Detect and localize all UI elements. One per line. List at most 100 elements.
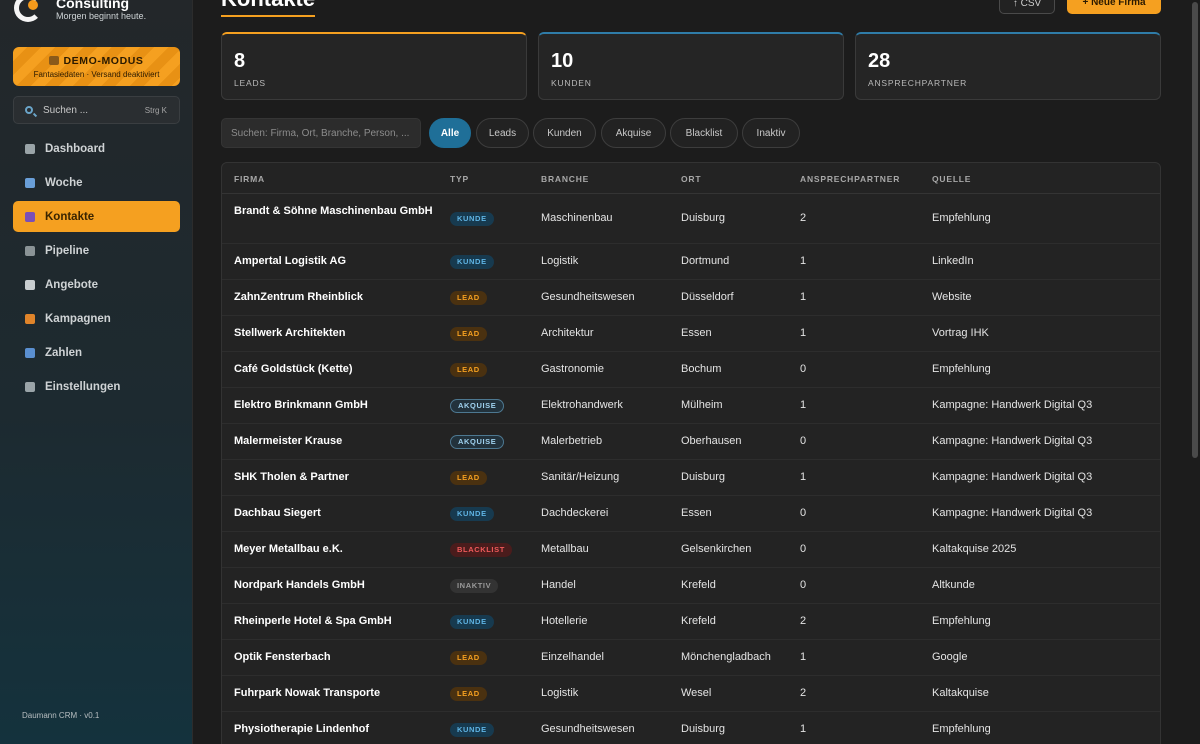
column-header-branche[interactable]: BRANCHE xyxy=(541,174,590,184)
column-header-typ[interactable]: TYP xyxy=(450,174,469,184)
industry: Metallbau xyxy=(541,543,589,555)
filter-chip-akquise[interactable]: Akquise xyxy=(601,118,666,148)
megaphone-icon xyxy=(25,314,35,324)
type-badge: KUNDE xyxy=(450,212,494,226)
table-row[interactable]: Physiotherapie Lindenhof KUNDE Gesundheits… xyxy=(222,712,1160,744)
city: Krefeld xyxy=(681,615,716,627)
table-row[interactable]: Optik Fensterbach LEAD Einzelhandel Mönchen… xyxy=(222,640,1160,676)
type-badge: KUNDE xyxy=(450,723,494,737)
industry: Handel xyxy=(541,579,576,591)
column-header-ansprechpartner[interactable]: ANSPRECHPARTNER xyxy=(800,174,901,184)
demo-mode-title: DEMO-MODUS xyxy=(13,55,180,67)
pipeline-icon xyxy=(25,246,35,256)
sidebar-nav: Dashboard Woche Kontakte Pipeline Angebote Ka… xyxy=(13,133,180,405)
sidebar-item-label: Zahlen xyxy=(45,347,83,359)
table-row[interactable]: ZahnZentrum Rheinblick LEAD Gesundheitswes… xyxy=(222,280,1160,316)
table-row[interactable]: Nordpark Handels GmbH INAKTIV Handel Krefel… xyxy=(222,568,1160,604)
source: LinkedIn xyxy=(932,255,974,267)
industry: Malerbetrieb xyxy=(541,435,603,447)
sidebar-item-label: Kontakte xyxy=(45,211,95,223)
table-row[interactable]: Rheinperle Hotel & Spa GmbH KUNDE Hoteller… xyxy=(222,604,1160,640)
stat-label: LEADS xyxy=(234,78,266,88)
column-header-firma[interactable]: FIRMA xyxy=(234,174,265,184)
source: Google xyxy=(932,651,968,663)
type-badge: AKQUISE xyxy=(450,435,505,449)
city: Duisburg xyxy=(681,723,726,735)
source: Kaltakquise 2025 xyxy=(932,543,1017,555)
company-name: Ampertal Logistik AG xyxy=(234,255,347,267)
demo-mode-subtitle: Fantasiedaten · Versand deaktiviert xyxy=(33,70,160,79)
city: Mönchengladbach xyxy=(681,651,771,663)
sidebar-item-dashboard[interactable]: Dashboard xyxy=(13,133,180,164)
stat-value: 10 xyxy=(551,50,574,72)
filter-chip-alle[interactable]: Alle xyxy=(429,118,471,148)
company-name: Stellwerk Architekten xyxy=(234,327,346,339)
sidebar-item-kontakte[interactable]: Kontakte xyxy=(13,201,180,232)
sidebar: Consulting Morgen beginnt heute. DEMO-MO… xyxy=(0,0,193,744)
calendar-icon xyxy=(25,178,35,188)
sidebar-item-label: Woche xyxy=(45,177,83,189)
contact-count: 0 xyxy=(800,543,807,555)
filter-chip-kunden[interactable]: Kunden xyxy=(533,118,596,148)
company-name: Physiotherapie Lindenhof xyxy=(234,723,370,735)
contact-count: 1 xyxy=(800,651,807,663)
company-name: ZahnZentrum Rheinblick xyxy=(234,291,363,303)
sidebar-item-kampagnen[interactable]: Kampagnen xyxy=(13,303,180,334)
contact-count: 1 xyxy=(800,723,807,735)
filter-chip-inaktiv[interactable]: Inaktiv xyxy=(742,118,800,148)
industry: Logistik xyxy=(541,255,579,267)
sidebar-item-label: Angebote xyxy=(45,279,99,291)
table-row[interactable]: Fuhrpark Nowak Transporte LEAD Logistik Wes… xyxy=(222,676,1160,712)
csv-export-button[interactable]: ↑ CSV xyxy=(999,0,1055,14)
table-row[interactable]: Brandt & Söhne Maschinenbau GmbH KUNDE Mas… xyxy=(222,194,1160,244)
table-row[interactable]: Malermeister Krause AKQUISE Malerbetrieb Ob… xyxy=(222,424,1160,460)
city: Oberhausen xyxy=(681,435,742,447)
stat-card-leads: 8 LEADS xyxy=(221,32,527,100)
search-icon xyxy=(25,106,33,114)
sidebar-search-button[interactable]: Suchen ... Strg K xyxy=(13,96,180,124)
type-badge: KUNDE xyxy=(450,507,494,521)
table-row[interactable]: SHK Tholen & Partner LEAD Sanitär/Heizung D… xyxy=(222,460,1160,496)
app-version: Daumann CRM · v0.1 xyxy=(22,711,100,720)
type-badge: INAKTIV xyxy=(450,579,499,593)
page-scrollbar[interactable] xyxy=(1190,0,1200,744)
city: Gelsenkirchen xyxy=(681,543,752,555)
city: Dortmund xyxy=(681,255,730,267)
scrollbar-thumb[interactable] xyxy=(1192,2,1198,458)
sidebar-item-pipeline[interactable]: Pipeline xyxy=(13,235,180,266)
company-name: Café Goldstück (Kette) xyxy=(234,363,353,375)
contact-search-input[interactable] xyxy=(221,118,421,148)
sidebar-item-woche[interactable]: Woche xyxy=(13,167,180,198)
contacts-table: FIRMA TYP BRANCHE ORT ANSPRECHPARTNER QU… xyxy=(221,162,1161,744)
sidebar-item-einstellungen[interactable]: Einstellungen xyxy=(13,371,180,402)
industry: Einzelhandel xyxy=(541,651,604,663)
table-row[interactable]: Café Goldstück (Kette) LEAD Gastronomie Boc… xyxy=(222,352,1160,388)
stat-card-ansprechpartner: 28 ANSPRECHPARTNER xyxy=(855,32,1161,100)
city: Wesel xyxy=(681,687,712,699)
city: Düsseldorf xyxy=(681,291,734,303)
company-name: Malermeister Krause xyxy=(234,435,343,447)
table-row[interactable]: Dachbau Siegert KUNDE Dachdeckerei Essen 0 Ka… xyxy=(222,496,1160,532)
type-badge: LEAD xyxy=(450,327,487,341)
filter-chip-leads[interactable]: Leads xyxy=(476,118,529,148)
demo-icon xyxy=(49,56,60,65)
sidebar-item-angebote[interactable]: Angebote xyxy=(13,269,180,300)
table-row[interactable]: Elektro Brinkmann GmbH AKQUISE Elektrohand… xyxy=(222,388,1160,424)
source: Empfehlung xyxy=(932,212,991,224)
new-company-button[interactable]: + Neue Firma xyxy=(1067,0,1161,14)
industry: Architektur xyxy=(541,327,594,339)
table-row[interactable]: Stellwerk Architekten LEAD Architektur Esse… xyxy=(222,316,1160,352)
filter-chip-blacklist[interactable]: Blacklist xyxy=(670,118,738,148)
page-title: Kontakte xyxy=(221,0,316,17)
table-row[interactable]: Ampertal Logistik AG KUNDE Logistik Dortmun… xyxy=(222,244,1160,280)
industry: Sanitär/Heizung xyxy=(541,471,620,483)
company-name: Fuhrpark Nowak Transporte xyxy=(234,687,381,699)
column-header-quelle[interactable]: QUELLE xyxy=(932,174,972,184)
sidebar-item-zahlen[interactable]: Zahlen xyxy=(13,337,180,368)
table-row[interactable]: Meyer Metallbau e.K. BLACKLIST Metallbau Ge… xyxy=(222,532,1160,568)
company-name: Optik Fensterbach xyxy=(234,651,331,663)
industry: Logistik xyxy=(541,687,579,699)
column-header-ort[interactable]: ORT xyxy=(681,174,702,184)
sidebar-search-label: Suchen ... xyxy=(43,105,89,116)
people-icon xyxy=(25,212,35,222)
